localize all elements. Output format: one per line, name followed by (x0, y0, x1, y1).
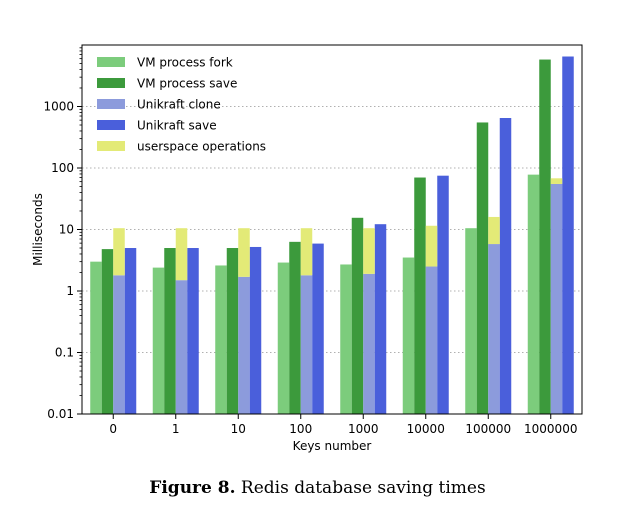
x-tick-label: 0 (109, 422, 117, 436)
x-tick-label: 10000 (407, 422, 445, 436)
x-axis: 0 1 10 100 1000 10000 100000 1000000 (109, 414, 577, 436)
bar-vm-process-save (476, 122, 489, 414)
bar-unikraft-save (562, 56, 574, 414)
bar-unikraft-save (187, 248, 199, 414)
x-tick-label: 10 (231, 422, 246, 436)
y-tick-label: 10 (59, 223, 74, 237)
bar-userspace-operations (363, 228, 375, 274)
bar-vm-process-save (414, 177, 426, 414)
legend-swatch (97, 99, 125, 109)
bar-unikraft-clone (300, 275, 313, 414)
x-tick-label: 1000 (348, 422, 379, 436)
bar-chart: 0.01 0.1 1 10 100 1000 0 1 10 100 1000 10000 100000… (31, 44, 583, 453)
y-tick-label: 0.1 (55, 346, 74, 360)
bar-vm-process-save (351, 217, 364, 414)
bar-userspace-operations (113, 228, 125, 276)
y-axis-label: Milliseconds (31, 193, 45, 266)
y-tick-label: 1 (66, 284, 74, 298)
y-tick-label: 1000 (43, 100, 74, 114)
bar-unikraft-clone (425, 266, 438, 414)
bar-vm-process-fork (215, 265, 227, 414)
caption-label: Figure 8. (149, 478, 236, 498)
y-tick-label: 0.01 (47, 407, 74, 421)
bar-vm-process-save (539, 59, 551, 414)
bar-unikraft-save (312, 243, 324, 414)
bar-unikraft-save (124, 248, 137, 414)
figure-caption: Figure 8. Redis database saving times (0, 478, 635, 498)
bar-unikraft-save (374, 224, 387, 414)
bar-userspace-operations (300, 228, 313, 276)
caption-text: Redis database saving times (235, 478, 486, 498)
y-axis: 0.01 0.1 1 10 100 1000 (43, 47, 82, 421)
legend: VM process fork VM process save Unikraft c… (97, 56, 266, 154)
bar-vm-process-fork (402, 257, 415, 414)
x-tick-label: 1000000 (524, 422, 577, 436)
legend-label: VM process fork (137, 56, 233, 70)
legend-label: Unikraft clone (137, 98, 221, 112)
bar-vm-process-save (226, 248, 239, 414)
legend-label: Unikraft save (137, 119, 217, 133)
x-tick-label: 1 (172, 422, 180, 436)
bar-userspace-operations (425, 225, 438, 267)
bar-unikraft-clone (363, 273, 375, 414)
bar-unikraft-save (249, 246, 262, 414)
legend-swatch (97, 141, 125, 151)
bar-vm-process-fork (527, 174, 540, 414)
bar-vm-process-save (164, 248, 176, 414)
legend-swatch (97, 78, 125, 88)
x-tick-label: 100 (289, 422, 312, 436)
bar-userspace-operations (175, 228, 188, 281)
bar-userspace-operations (238, 228, 250, 277)
legend-swatch (97, 120, 125, 130)
bar-unikraft-save (499, 118, 512, 414)
bar-unikraft-clone (488, 244, 500, 414)
bar-unikraft-clone (550, 183, 563, 414)
bar-vm-process-save (101, 249, 114, 414)
bar-vm-process-fork (90, 261, 102, 414)
bar-vm-process-save (289, 241, 301, 414)
bar-vm-process-fork (277, 262, 290, 414)
legend-swatch (97, 57, 125, 67)
bar-userspace-operations (550, 178, 563, 184)
bar-unikraft-clone (175, 280, 188, 414)
y-tick-label: 100 (51, 161, 74, 175)
bar-vm-process-fork (152, 267, 165, 414)
bar-vm-process-fork (465, 228, 477, 414)
bar-unikraft-clone (238, 276, 250, 414)
bar-userspace-operations (488, 216, 500, 245)
bars (90, 56, 574, 414)
legend-label: VM process save (137, 77, 237, 91)
legend-label: userspace operations (137, 140, 266, 154)
x-axis-label: Keys number (293, 439, 372, 453)
x-tick-label: 100000 (465, 422, 511, 436)
bar-unikraft-save (437, 175, 449, 414)
bar-unikraft-clone (113, 275, 125, 414)
bar-vm-process-fork (340, 264, 352, 414)
